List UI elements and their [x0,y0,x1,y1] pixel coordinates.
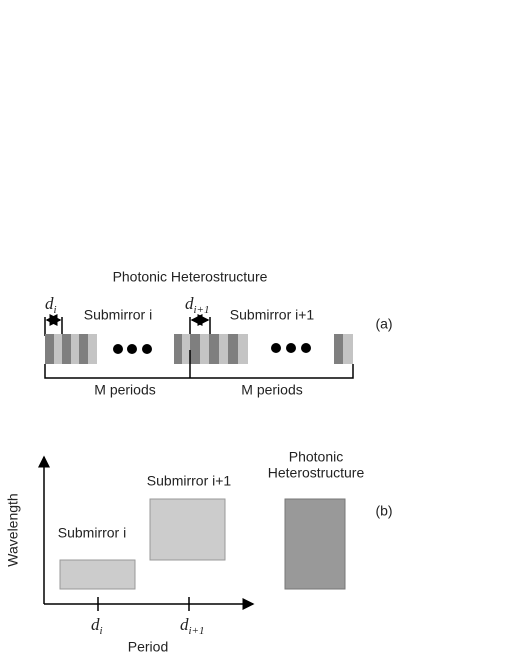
base: d [91,615,100,634]
x-axis-label: Period [128,639,168,655]
sub: i+1 [194,304,210,316]
bracket-label: M periods [94,382,155,398]
panel-label: (b) [375,503,392,519]
period-arrows [44,314,211,336]
period-label: di [45,294,57,316]
title: Photonic Heterostructure [113,269,268,285]
y-axis-label: Wavelength [5,493,21,566]
band-box [59,559,136,590]
bracket-label: M periods [241,382,302,398]
sub: i [100,625,103,637]
base: d [185,294,194,313]
base: d [180,615,189,634]
sub: i+1 [189,625,205,637]
layers [45,334,353,364]
box-label: Photonic [289,449,343,465]
band-box [284,498,346,590]
panel-b: Wavelength Period di di+1 Submirror i Su… [5,449,393,655]
base: d [45,294,54,313]
tick-label: di+1 [180,615,204,637]
panel-a: Photonic Heterostructure di Submirror i … [44,269,393,398]
brackets [44,350,354,379]
submirror-label: Submirror i [84,307,152,323]
box-label: Heterostructure [268,465,365,481]
sub: i [54,304,57,316]
period-label: di+1 [185,294,209,316]
panel-label: (a) [375,316,392,332]
band-box [149,498,226,561]
tick-label: di [91,615,103,637]
box-label: Submirror i [58,525,126,541]
box-label: Submirror i+1 [147,473,232,489]
submirror-label: Submirror i+1 [230,307,315,323]
